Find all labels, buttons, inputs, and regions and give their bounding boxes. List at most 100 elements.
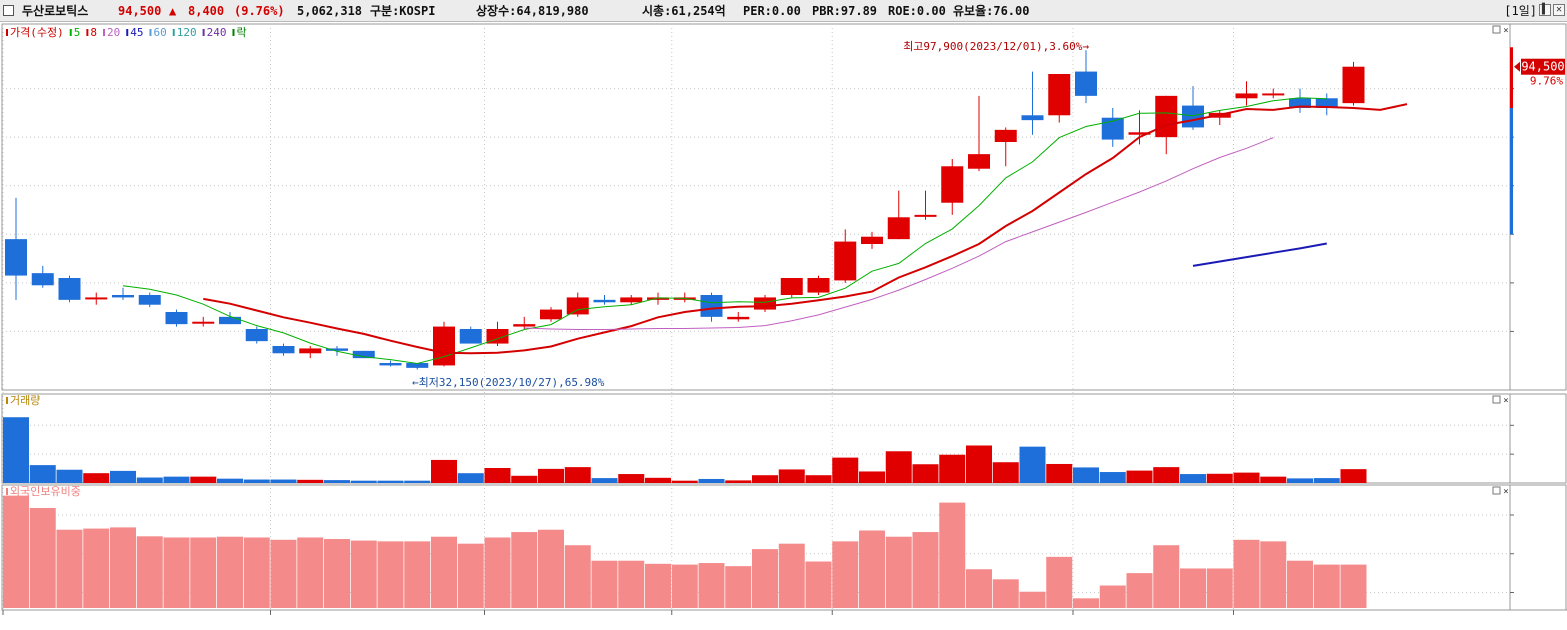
legend-item: 가격(수정) bbox=[10, 26, 64, 39]
foreign-ratio-bar bbox=[1313, 564, 1340, 608]
foreign-ratio-bar bbox=[992, 579, 1019, 608]
candle-down bbox=[459, 329, 482, 344]
legend-item: 60 bbox=[153, 26, 166, 39]
candle-up bbox=[192, 321, 215, 324]
foreign-ratio-bar bbox=[56, 529, 83, 608]
volume-bar bbox=[3, 417, 29, 483]
foreign-ratio-bar bbox=[83, 528, 110, 608]
market-type: 구분:KOSPI bbox=[370, 4, 436, 18]
foreign-ratio-bar bbox=[1046, 556, 1073, 608]
volume-bar bbox=[1153, 467, 1180, 483]
volume-bar bbox=[538, 468, 564, 483]
volume-bar bbox=[1099, 472, 1126, 483]
volume-panel-close-icon: × bbox=[1503, 396, 1508, 406]
foreign-ratio-bar bbox=[885, 536, 912, 608]
volume-bar bbox=[912, 464, 939, 483]
volume-bar bbox=[725, 480, 752, 483]
legend-marker bbox=[232, 29, 235, 36]
candle-up bbox=[968, 154, 990, 169]
last-price-box bbox=[1521, 58, 1565, 75]
candle-up bbox=[1262, 93, 1285, 96]
volume-bar bbox=[832, 457, 859, 483]
legend-marker bbox=[86, 29, 89, 36]
foreign-ratio-bar bbox=[645, 563, 671, 608]
candle-up bbox=[513, 324, 536, 327]
candle-up bbox=[754, 297, 776, 310]
volume-bar bbox=[778, 469, 805, 483]
foreign-ratio-bar bbox=[3, 495, 29, 608]
volume-bar bbox=[136, 477, 163, 483]
legend-marker bbox=[6, 29, 8, 36]
candle-down bbox=[245, 329, 268, 342]
foreign-ratio-bar bbox=[698, 563, 725, 608]
listed-shares: 상장수:64,819,980 bbox=[476, 4, 589, 18]
candle-down bbox=[272, 346, 295, 354]
foreign-ratio-bar bbox=[324, 539, 350, 608]
ma-5-line bbox=[122, 97, 1327, 365]
foreign-ratio-bar bbox=[671, 564, 698, 608]
candle-up bbox=[486, 329, 509, 344]
volume-bar bbox=[698, 478, 725, 483]
volume-bar bbox=[243, 479, 270, 483]
volume-bar bbox=[1340, 469, 1367, 483]
foreign-ratio-bar bbox=[270, 539, 297, 608]
close-icon[interactable]: ✕ bbox=[1553, 4, 1565, 16]
candle-down bbox=[1289, 98, 1311, 108]
foreign-ratio-bar bbox=[377, 541, 404, 608]
period-selector[interactable]: [1일] bbox=[1504, 4, 1537, 18]
candle-down bbox=[5, 239, 27, 276]
candle-up bbox=[566, 297, 589, 315]
ma-8-line bbox=[203, 103, 1408, 355]
legend-item: 5 bbox=[74, 26, 81, 39]
price-panel-frame bbox=[1, 23, 1511, 391]
foreign-ratio-bar bbox=[1206, 568, 1233, 608]
low-annotation: ←최저32,150(2023/10/27),65.98% bbox=[412, 376, 605, 389]
volume-bar bbox=[1180, 474, 1206, 483]
foreign-ratio-bar bbox=[404, 541, 431, 608]
foreign-ratio-bar bbox=[1073, 598, 1099, 608]
legend-item: 8 bbox=[90, 26, 97, 39]
foreign-legend: 외국인보유비중 bbox=[10, 485, 81, 498]
volume-bar bbox=[671, 480, 698, 483]
volume-bar bbox=[564, 467, 591, 483]
foreign-ratio-bar bbox=[297, 537, 324, 608]
candle-up bbox=[1128, 132, 1151, 135]
candle-down bbox=[593, 299, 616, 303]
foreign-ratio-bar bbox=[431, 536, 457, 608]
candle-up bbox=[433, 326, 455, 366]
volume-bar bbox=[618, 474, 645, 483]
legend-marker bbox=[69, 29, 72, 36]
volume-bar bbox=[190, 476, 217, 483]
volume-bar bbox=[1206, 473, 1233, 483]
ma-20-line bbox=[524, 137, 1274, 330]
price-change: 8,400 bbox=[188, 4, 225, 18]
candle-down bbox=[138, 295, 161, 305]
foreign-ratio-bar bbox=[778, 543, 805, 608]
volume-bar bbox=[966, 445, 992, 483]
select-checkbox[interactable] bbox=[3, 5, 14, 16]
volume-bar bbox=[645, 477, 671, 483]
market-cap: 시총:61,254억 bbox=[642, 4, 726, 18]
foreign-ratio-bar bbox=[1019, 591, 1046, 608]
legend-item: 20 bbox=[107, 26, 120, 39]
foreign-ratio-bar bbox=[1099, 585, 1126, 608]
volume-panel-frame bbox=[1, 393, 1511, 484]
candle-down bbox=[58, 278, 81, 300]
foreign-panel-axis-frame bbox=[1509, 484, 1567, 611]
legend-item: 240 bbox=[207, 26, 227, 39]
restore-icon[interactable]: ▌ bbox=[1539, 4, 1551, 16]
volume-bar bbox=[350, 480, 377, 483]
volume-bar bbox=[885, 451, 912, 483]
volume-bar bbox=[56, 469, 83, 483]
candle-up bbox=[780, 278, 803, 295]
volume-bar bbox=[324, 480, 350, 483]
volume-bar bbox=[83, 473, 110, 483]
foreign-ratio-bar bbox=[1287, 560, 1313, 608]
volume-bar bbox=[591, 478, 618, 483]
volume-bar bbox=[1046, 463, 1073, 483]
legend-marker bbox=[202, 29, 205, 36]
volume-bar bbox=[484, 468, 511, 483]
foreign-ratio-bar bbox=[163, 537, 190, 608]
candle-down bbox=[379, 363, 402, 366]
